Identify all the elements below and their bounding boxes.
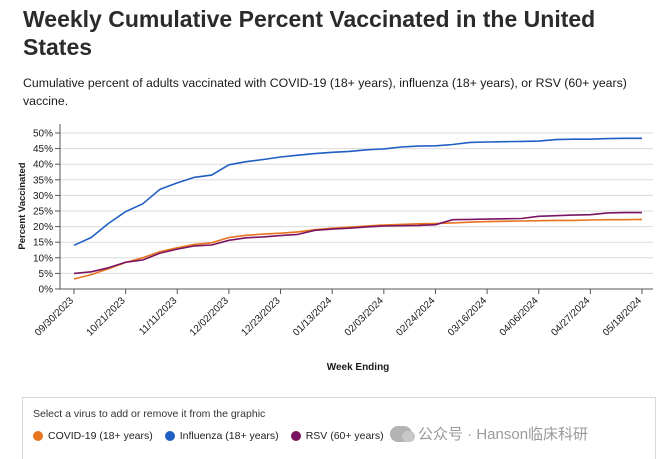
influenza-series-line bbox=[73, 137, 642, 247]
watermark: 公众号 · Hanson临床科研 bbox=[390, 423, 588, 444]
rsv-series-line bbox=[73, 211, 642, 275]
x-tick-label: 12/23/2023 bbox=[239, 295, 282, 338]
y-tick-label: 25% bbox=[33, 207, 53, 218]
wechat-icon bbox=[390, 425, 415, 442]
y-tick-label: 20% bbox=[33, 222, 53, 233]
rsv-dot-icon bbox=[290, 431, 301, 441]
influenza-dot-icon bbox=[164, 431, 175, 441]
x-axis-label: Week Ending bbox=[327, 362, 390, 373]
x-tick-label: 01/13/2024 bbox=[291, 295, 334, 338]
x-tick-label: 04/06/2024 bbox=[498, 295, 541, 338]
legend-item-rsv[interactable]: RSV (60+ years) bbox=[290, 430, 384, 442]
y-tick-label: 40% bbox=[33, 160, 53, 171]
x-axis-ticks: 09/30/2023 10/21/2023 11/11/2023 12/02/2023… bbox=[33, 289, 644, 339]
chart-subtitle: Cumulative percent of adults vaccinated … bbox=[23, 76, 627, 108]
x-tick-label: 04/27/2024 bbox=[549, 295, 592, 338]
y-tick-label: 50% bbox=[33, 129, 53, 140]
covid-dot-icon bbox=[33, 431, 43, 441]
x-tick-label: 02/03/2024 bbox=[343, 295, 386, 338]
gridlines bbox=[60, 132, 653, 274]
legend-item-covid[interactable]: COVID-19 (18+ years) bbox=[33, 430, 153, 442]
x-tick-label: 02/24/2024 bbox=[394, 295, 437, 338]
y-tick-label: 15% bbox=[33, 238, 53, 249]
legend-items: COVID-19 (18+ years) Influenza (18+ year… bbox=[33, 430, 384, 442]
x-tick-label: 11/11/2023 bbox=[137, 295, 179, 337]
y-tick-label: 0% bbox=[39, 285, 54, 296]
y-axis-ticks: 0% 5% 10% 15% 20% 25% 30% 35% 40% 45% 50% bbox=[33, 129, 60, 296]
y-tick-label: 10% bbox=[33, 253, 53, 264]
legend-prompt: Select a virus to add or remove it from … bbox=[33, 408, 266, 420]
x-tick-label: 05/18/2024 bbox=[601, 295, 644, 338]
legend-item-influenza[interactable]: Influenza (18+ years) bbox=[164, 430, 279, 442]
legend-label-influenza: Influenza (18+ years) bbox=[179, 430, 279, 442]
x-tick-label: 12/02/2023 bbox=[188, 295, 231, 338]
covid-series-line bbox=[73, 218, 643, 280]
x-tick-label: 09/30/2023 bbox=[33, 295, 76, 338]
series-lines bbox=[73, 137, 643, 280]
legend-label-rsv: RSV (60+ years) bbox=[305, 430, 384, 442]
y-tick-label: 5% bbox=[39, 269, 54, 280]
chart-title: Weekly Cumulative Percent Vaccinated in … bbox=[23, 6, 596, 60]
y-tick-label: 45% bbox=[33, 144, 53, 155]
y-tick-label: 30% bbox=[33, 191, 53, 202]
x-tick-label: 10/21/2023 bbox=[85, 295, 128, 338]
y-tick-label: 35% bbox=[33, 175, 53, 186]
legend-panel: Select a virus to add or remove it from … bbox=[22, 397, 656, 459]
y-axis-label: Percent Vaccinated bbox=[17, 162, 28, 249]
watermark-text: 公众号 · Hanson临床科研 bbox=[418, 426, 589, 443]
x-tick-label: 03/16/2024 bbox=[446, 295, 489, 338]
vaccination-line-chart: 0% 5% 10% 15% 20% 25% 30% 35% 40% 45% 50% 09/30/20… bbox=[17, 124, 653, 373]
legend-label-covid: COVID-19 (18+ years) bbox=[48, 430, 153, 442]
